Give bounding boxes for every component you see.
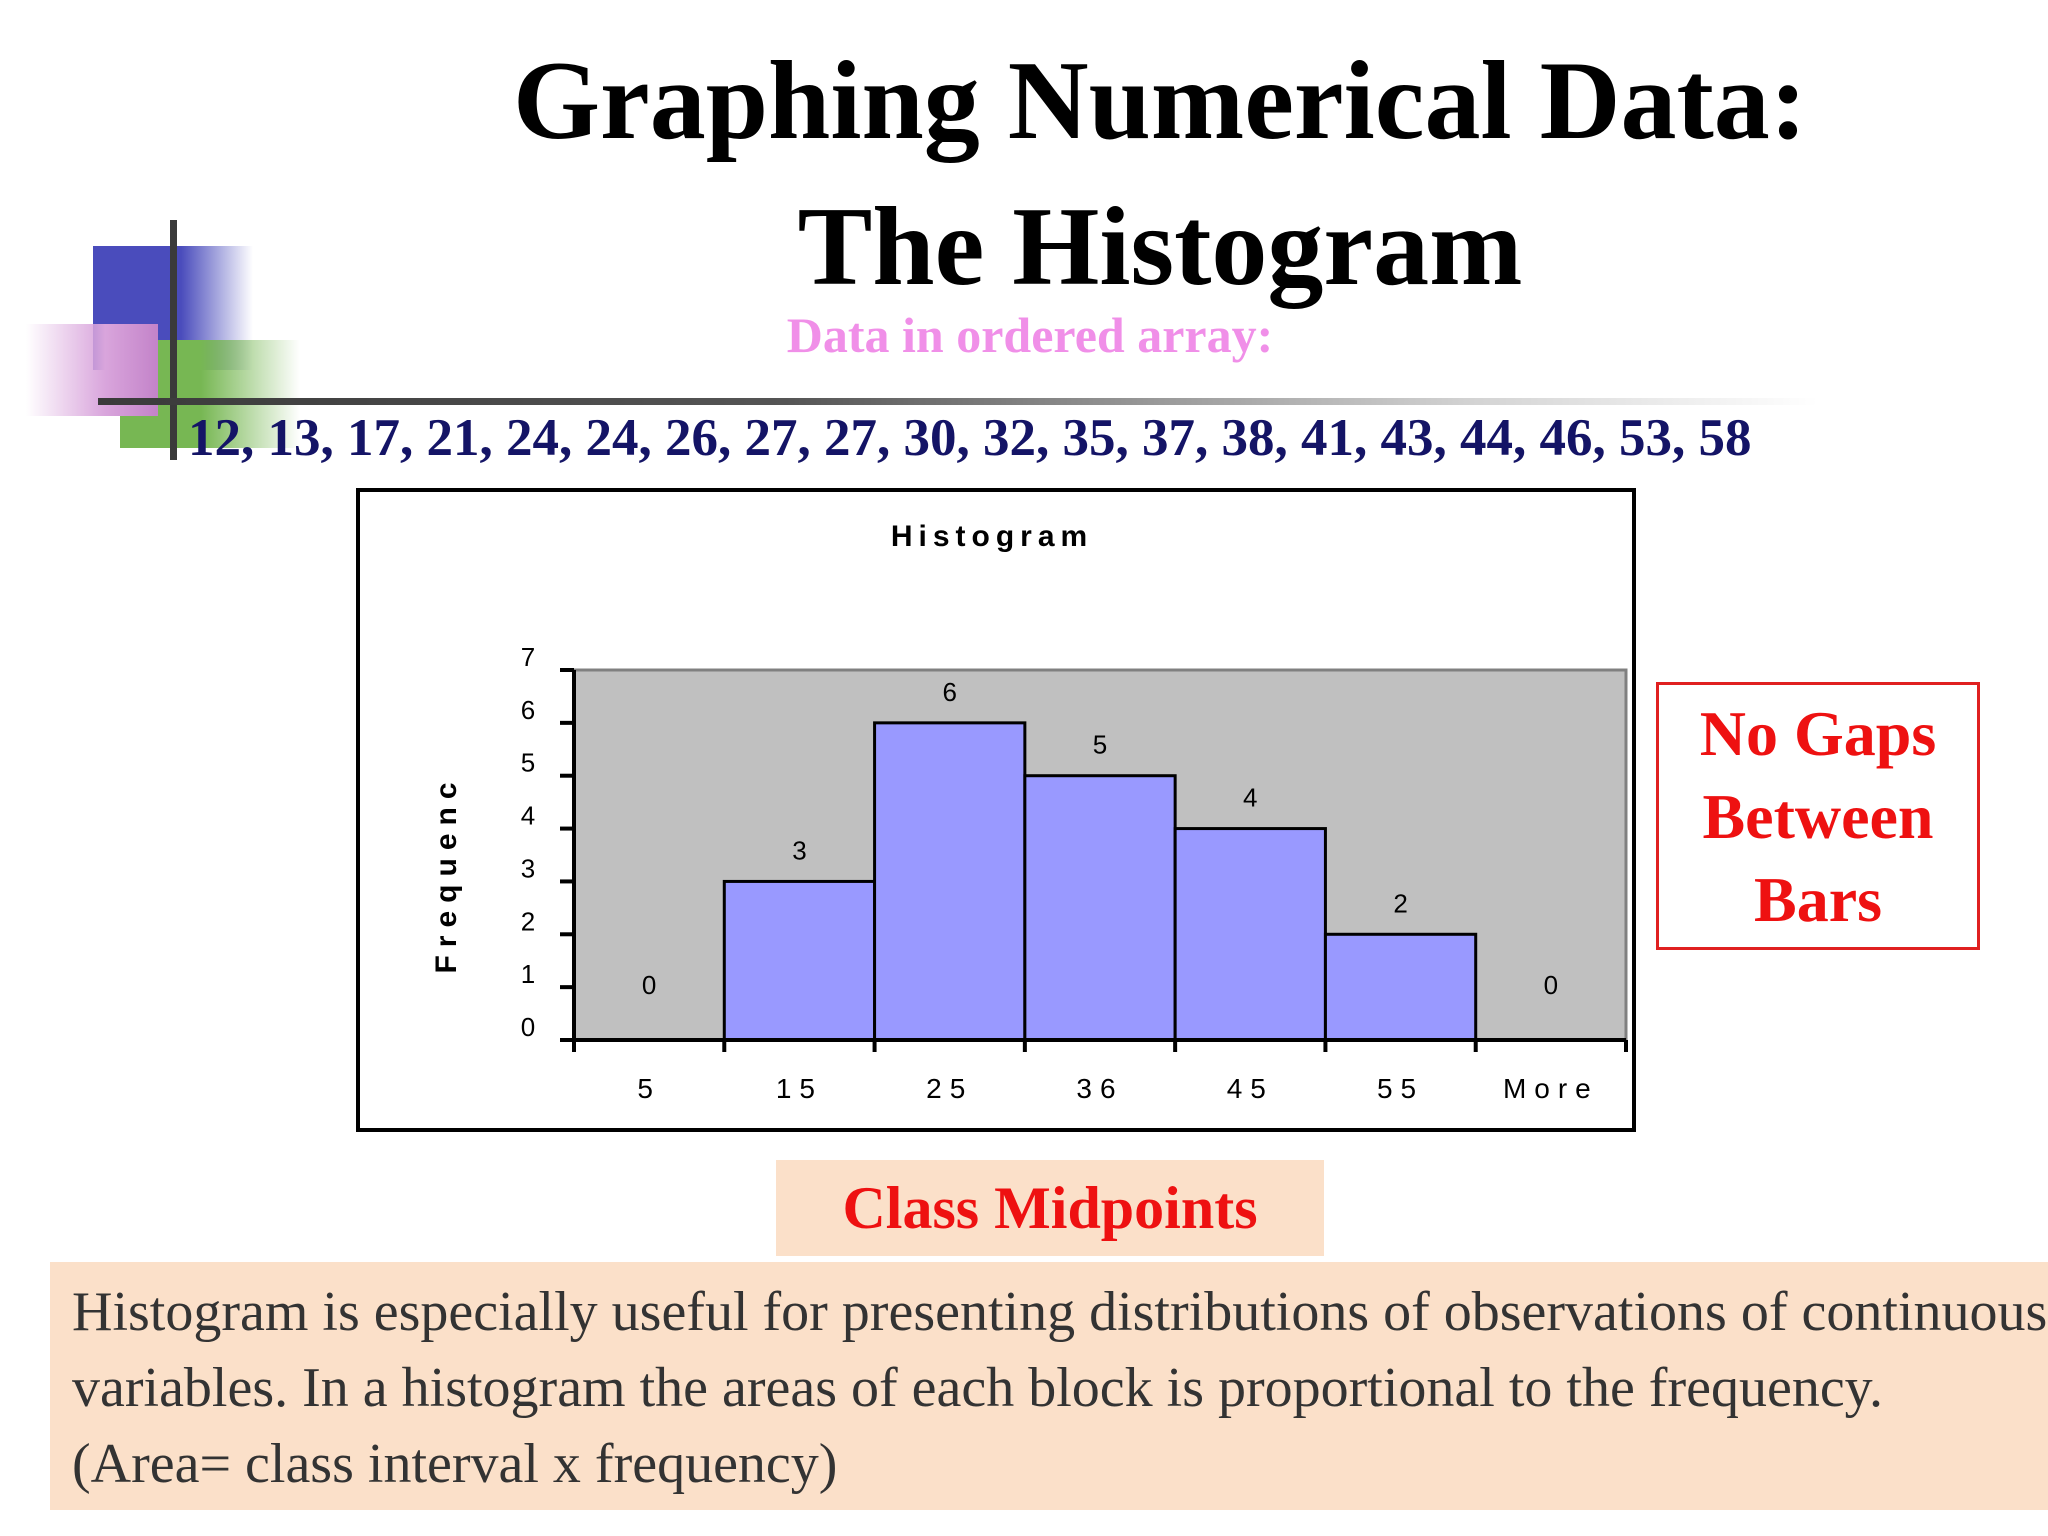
- slide-subtitle: Data in ordered array:: [786, 307, 1274, 363]
- y-tick-label: 1: [521, 959, 535, 989]
- y-tick-label: 5: [521, 748, 535, 778]
- y-tick-label: 7: [521, 642, 535, 672]
- class-midpoints-label: Class Midpoints: [842, 1174, 1258, 1241]
- slide-title-line-2: The Histogram: [797, 185, 1523, 309]
- callout-no-gaps: No Gaps Between Bars: [1656, 682, 1980, 950]
- y-axis-label: Frequenc: [430, 774, 463, 973]
- histogram-bar: [722, 879, 877, 1042]
- y-tick-label: 4: [521, 801, 535, 831]
- y-tick-label: 2: [521, 906, 535, 936]
- x-tick-label: More: [1503, 1073, 1599, 1104]
- x-tick-label: 45: [1227, 1073, 1274, 1104]
- chart-title: Histogram: [891, 520, 1093, 553]
- bar-data-label: 4: [1243, 783, 1257, 813]
- explanation-text: Histogram is especially useful for prese…: [72, 1281, 2048, 1495]
- histogram-bar: [1173, 827, 1327, 1042]
- bar-data-label: 0: [1544, 970, 1558, 1000]
- callout-no-gaps-text: No Gaps Between Bars: [1699, 697, 1937, 935]
- bar-data-label: 5: [1093, 730, 1107, 760]
- ordered-data-list: 12, 13, 17, 21, 24, 24, 26, 27, 27, 30, …: [188, 409, 1752, 467]
- x-tick-label: 25: [926, 1073, 973, 1104]
- x-tick-label: 15: [776, 1073, 823, 1104]
- bar-data-label: 3: [792, 835, 806, 865]
- slide-title-line-1: Graphing Numerical Data:: [512, 39, 1808, 163]
- histogram-bar: [873, 721, 1027, 1042]
- bar-data-label: 0: [642, 970, 656, 1000]
- x-tick-label: 36: [1076, 1073, 1123, 1104]
- y-tick-label: 6: [521, 695, 535, 725]
- y-tick-label: 3: [521, 853, 535, 883]
- class-midpoints-box: Class Midpoints: [776, 1160, 1324, 1256]
- histogram-bar: [1023, 774, 1177, 1042]
- decor-vertical-line: [170, 220, 177, 460]
- bar-data-label: 6: [942, 677, 956, 707]
- x-tick-label: 5: [637, 1073, 661, 1104]
- bar-data-label: 2: [1393, 888, 1407, 918]
- explanation-box: Histogram is especially useful for prese…: [50, 1262, 2048, 1510]
- histogram-chart: Histogram Frequenc 0 3 6 5 4 2 0 0 1 2 3 4 5 6 7 5 15 25 3…: [356, 488, 1636, 1132]
- x-tick-label: 55: [1377, 1073, 1424, 1104]
- y-tick-label: 0: [521, 1012, 535, 1042]
- histogram-bar: [1323, 932, 1478, 1042]
- decor-horizontal-line: [98, 398, 1818, 405]
